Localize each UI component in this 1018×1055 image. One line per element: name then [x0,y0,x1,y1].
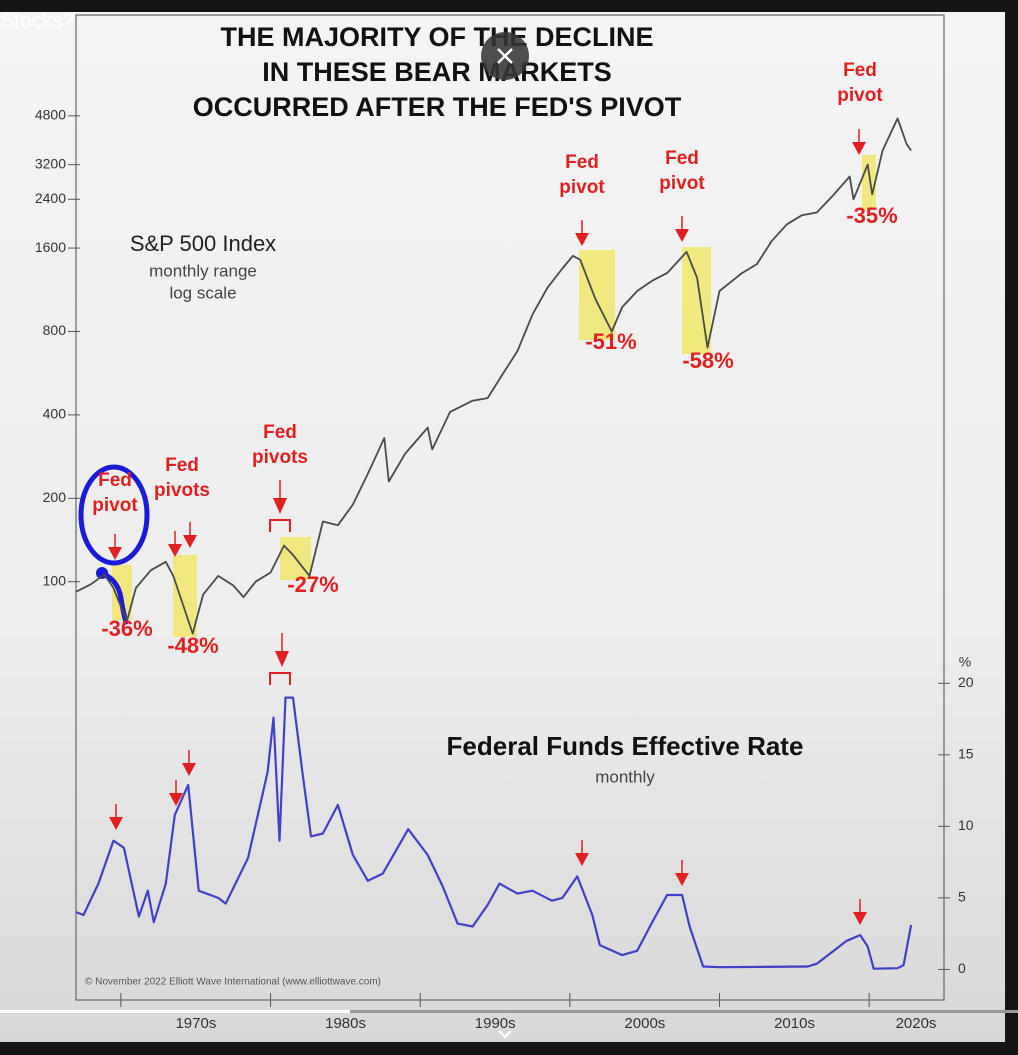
decline-label: -27% [287,572,339,597]
pivot-bracket [269,672,291,685]
pivot-arrow-head [575,853,589,866]
headline: IN THESE BEAR MARKETS [262,57,612,87]
decline-box [173,555,197,637]
y-tick-label: 5 [958,889,966,905]
x-tick-label: 2010s [774,1015,815,1032]
pivot-label: Fed pivot [659,148,705,194]
x-tick-label: 1990s [475,1015,516,1032]
y-tick-label: 200 [43,489,67,505]
pivot-arrow-head [168,544,182,557]
progress-track[interactable] [0,1010,1018,1013]
y-tick-label: 4800 [35,107,66,123]
y-tick-label: 10 [958,817,974,833]
decline-label: -35% [846,203,898,228]
pivot-arrow-head [273,498,287,514]
y-tick-label: 3200 [35,155,66,171]
y-tick-label: 0 [958,960,966,976]
close-button[interactable] [481,32,529,80]
annotations-layer [108,129,876,925]
y-tick-label: 800 [43,322,67,338]
highlight-circle [78,464,150,566]
chart-subtitle: log scale [169,283,236,302]
pivot-arrow-head [183,535,197,548]
pivot-arrow-head [109,817,123,830]
pivot-arrow-head [675,873,689,886]
chart-subtitle: monthly [595,767,655,786]
x-tick-label: 1980s [325,1015,366,1032]
headline: OCCURRED AFTER THE FED'S PIVOT [193,92,682,122]
y-tick-label: 2400 [35,190,66,206]
chart-title: S&P 500 Index [130,231,276,256]
x-tick-label: 2000s [624,1015,665,1032]
pivot-arrow-head [275,651,289,667]
pivot-arrow-head [852,142,866,155]
frame [75,14,945,1001]
decline-label: -58% [682,348,734,373]
progress-fill[interactable] [0,1010,350,1013]
pivot-label: Fed pivot [92,470,138,516]
y-tick-label: 15 [958,746,974,762]
pivot-label: Fed pivots [154,455,210,501]
panel [0,12,1005,1042]
source: © November 2022 Elliott Wave Internation… [85,977,381,988]
pivot-arrow-head [853,912,867,925]
pivot-bracket [269,519,291,532]
series-line [75,696,913,970]
pivot-arrow-head [575,233,589,246]
chart-title: Federal Funds Effective Rate [447,731,804,761]
chart-subtitle: monthly range [149,261,257,280]
pivot-arrow-head [169,793,183,806]
pivot-arrow-head [675,229,689,242]
y-tick-label: 20 [958,674,974,690]
series-line [75,117,912,635]
pivot-arrow-head [182,763,196,776]
tab-title: Stocks? [0,10,75,33]
y-tick-label: 400 [43,406,67,422]
close-icon[interactable] [497,48,513,64]
x-tick-label: 2020s [896,1015,937,1032]
pivot-label: Fed pivot [837,60,883,106]
y-tick-label: 100 [43,572,67,588]
pivot-label: Fed pivots [252,422,308,468]
pivot-arrow-head [108,547,122,560]
decline-label: -36% [101,616,153,641]
expand-chevron[interactable] [498,1030,512,1039]
y-tick-label: 1600 [35,239,66,255]
headline: THE MAJORITY OF THE DECLINE [220,22,653,52]
decline-label: -48% [167,633,219,658]
decline-label: -51% [585,329,637,354]
pivot-label: Fed pivot [559,152,605,198]
x-tick-label: 1970s [175,1015,216,1032]
axis-label: % [959,654,971,670]
decline-box [862,155,876,210]
